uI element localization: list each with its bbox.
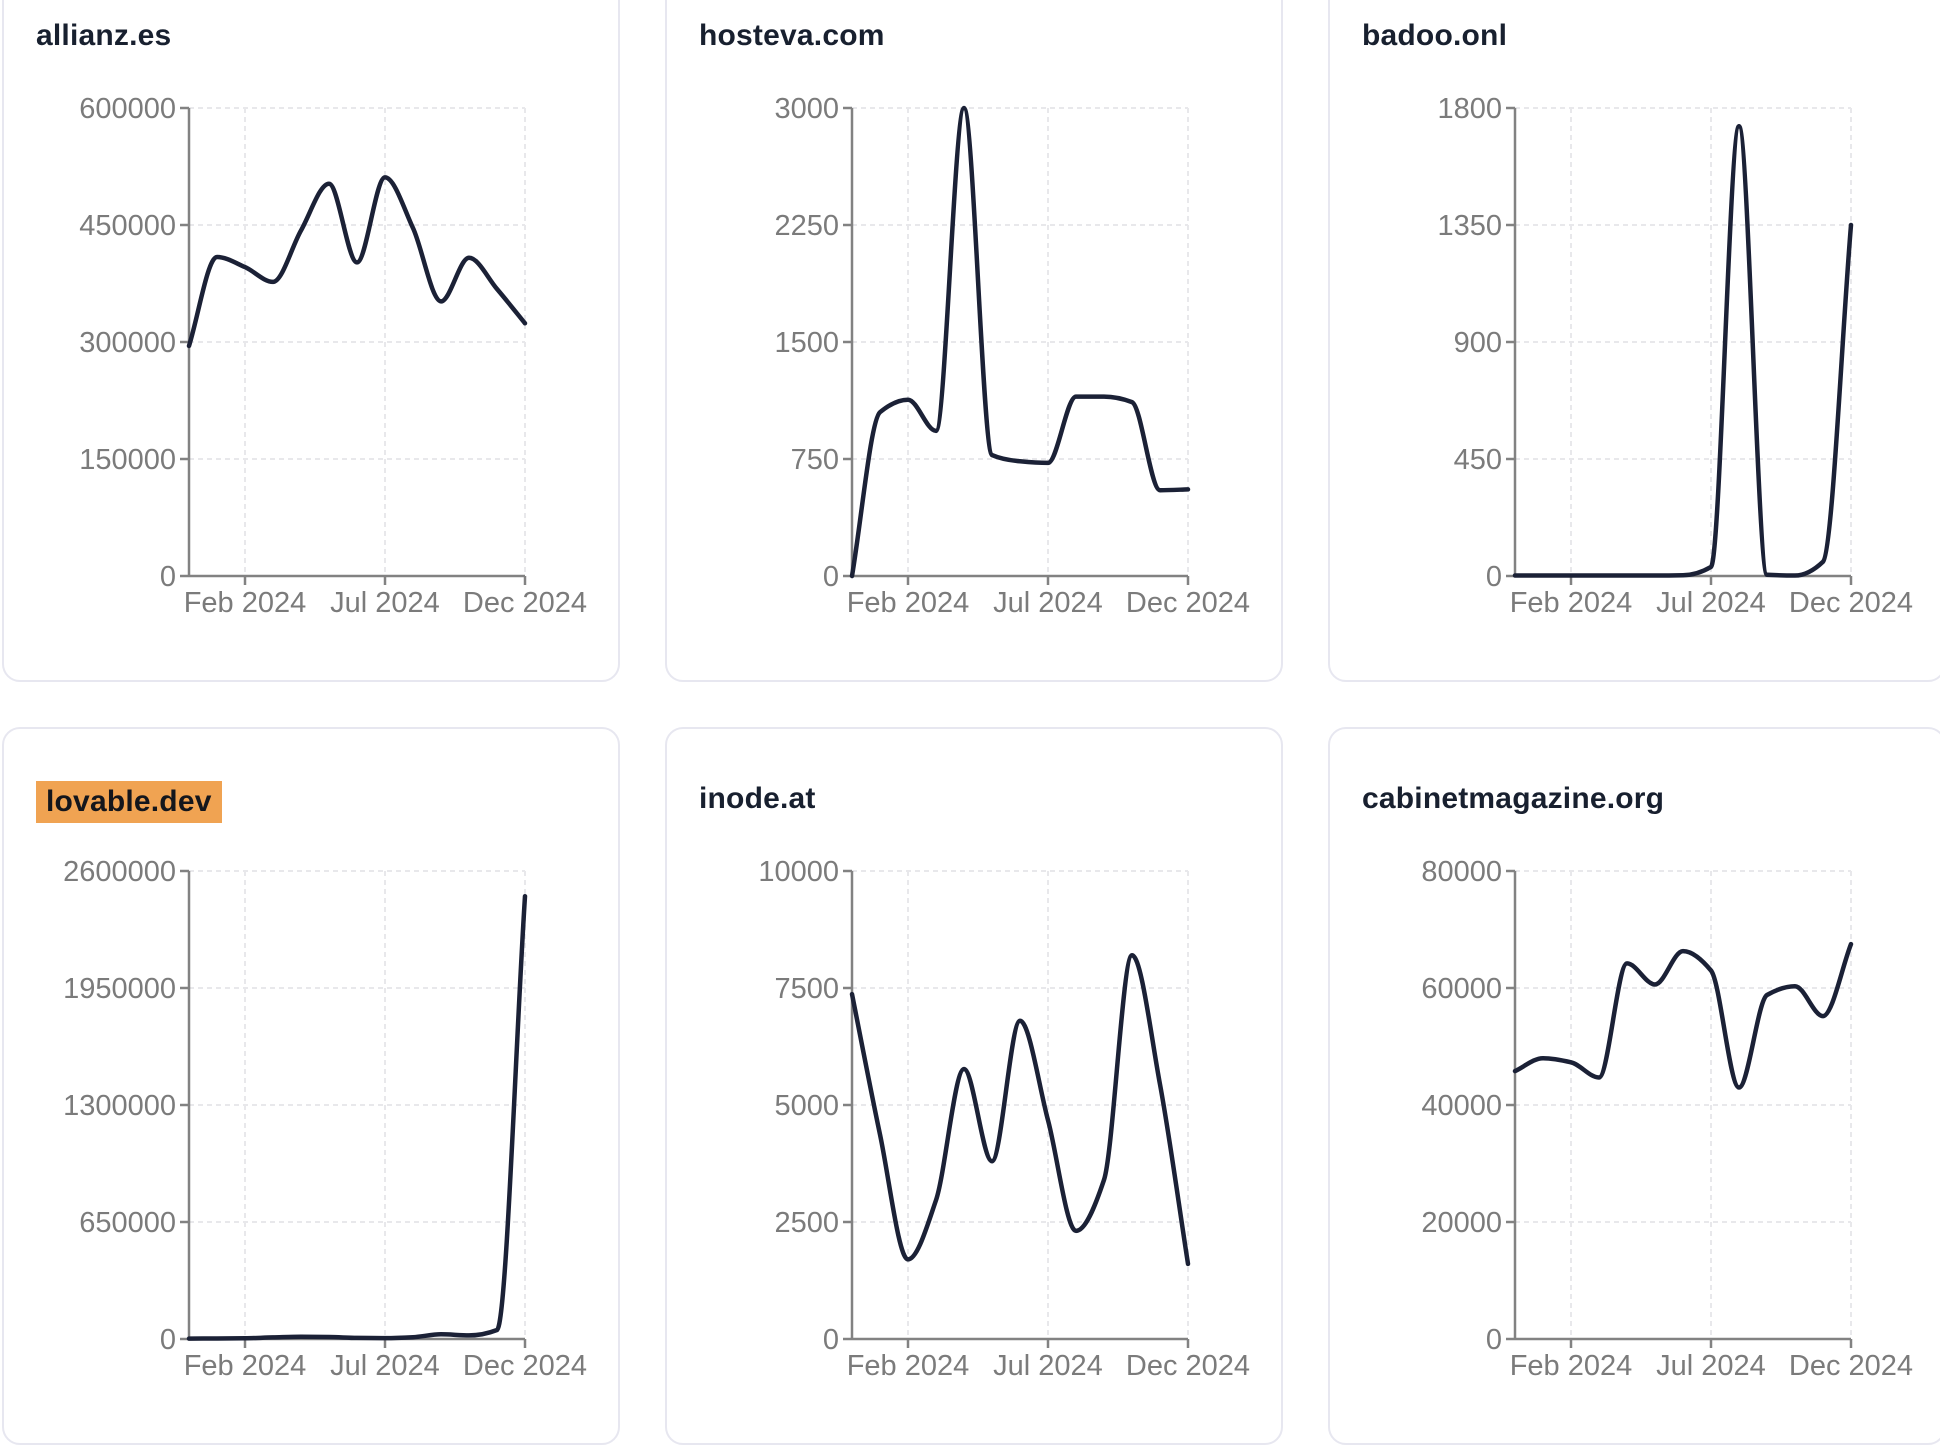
chart-title-text-highlighted: lovable.dev — [36, 781, 222, 823]
svg-text:Dec 2024: Dec 2024 — [1789, 1350, 1913, 1382]
svg-text:Jul 2024: Jul 2024 — [330, 1350, 440, 1382]
svg-text:40000: 40000 — [1421, 1090, 1502, 1122]
svg-text:Feb 2024: Feb 2024 — [184, 1350, 307, 1382]
domain-card-badoo-onl[interactable]: badoo.onl 0 450 900 1350 1800 Feb 2024 Jul 202… — [1328, 0, 1940, 682]
traffic-line-chart[interactable]: 0 750 1500 2250 3000 Feb 2024 Jul 2024 Dec 2024 — [667, 0, 1283, 682]
svg-text:450000: 450000 — [79, 210, 176, 242]
svg-text:0: 0 — [160, 1324, 176, 1356]
svg-text:60000: 60000 — [1421, 973, 1502, 1005]
svg-text:Dec 2024: Dec 2024 — [463, 1350, 587, 1382]
svg-text:Dec 2024: Dec 2024 — [1126, 1350, 1250, 1382]
svg-text:10000: 10000 — [758, 856, 839, 888]
svg-text:150000: 150000 — [79, 444, 176, 476]
svg-text:0: 0 — [160, 561, 176, 593]
chart-title: allianz.es — [36, 18, 171, 54]
traffic-line-chart[interactable]: 0 650000 1300000 1950000 2600000 Feb 2024 Jul … — [4, 729, 620, 1445]
svg-text:0: 0 — [823, 1324, 839, 1356]
domain-card-cabinetmagazine-org[interactable]: cabinetmagazine.org 0 20000 40000 60000 8000… — [1328, 727, 1940, 1445]
svg-text:0: 0 — [823, 561, 839, 593]
chart-title: cabinetmagazine.org — [1362, 781, 1664, 817]
svg-text:Jul 2024: Jul 2024 — [1656, 1350, 1766, 1382]
chart-title-text: cabinetmagazine.org — [1362, 782, 1665, 815]
svg-text:1500: 1500 — [774, 327, 839, 359]
domain-card-hosteva-com[interactable]: hosteva.com 0 750 1500 2250 3000 Feb 2024 Jul … — [665, 0, 1283, 682]
chart-title: hosteva.com — [699, 18, 885, 54]
svg-text:2500: 2500 — [774, 1207, 839, 1239]
chart-title: lovable.dev — [36, 781, 222, 823]
svg-text:5000: 5000 — [774, 1090, 839, 1122]
svg-text:650000: 650000 — [79, 1207, 176, 1239]
svg-text:900: 900 — [1454, 327, 1502, 359]
svg-text:Jul 2024: Jul 2024 — [330, 587, 440, 619]
svg-text:600000: 600000 — [79, 93, 176, 125]
chart-title-text: hosteva.com — [699, 19, 885, 52]
svg-text:0: 0 — [1486, 561, 1502, 593]
chart-title-text: allianz.es — [36, 19, 172, 52]
svg-text:Dec 2024: Dec 2024 — [1126, 587, 1250, 619]
svg-text:Feb 2024: Feb 2024 — [184, 587, 307, 619]
svg-text:750: 750 — [791, 444, 839, 476]
chart-title-text: badoo.onl — [1362, 19, 1508, 52]
svg-text:20000: 20000 — [1421, 1207, 1502, 1239]
svg-text:1350: 1350 — [1437, 210, 1502, 242]
svg-text:300000: 300000 — [79, 327, 176, 359]
svg-text:Feb 2024: Feb 2024 — [847, 1350, 970, 1382]
svg-text:2250: 2250 — [774, 210, 839, 242]
traffic-line-chart[interactable]: 0 150000 300000 450000 600000 Feb 2024 Jul 202… — [4, 0, 620, 682]
domain-card-inode-at[interactable]: inode.at 0 2500 5000 7500 10000 Feb 2024 Jul 2… — [665, 727, 1283, 1445]
svg-text:Feb 2024: Feb 2024 — [847, 587, 970, 619]
svg-text:450: 450 — [1454, 444, 1502, 476]
chart-title-text: inode.at — [699, 782, 816, 815]
svg-text:1800: 1800 — [1437, 93, 1502, 125]
svg-text:Feb 2024: Feb 2024 — [1510, 1350, 1633, 1382]
svg-text:Dec 2024: Dec 2024 — [463, 587, 587, 619]
svg-text:1950000: 1950000 — [63, 973, 176, 1005]
svg-text:3000: 3000 — [774, 93, 839, 125]
svg-text:Feb 2024: Feb 2024 — [1510, 587, 1633, 619]
svg-text:Jul 2024: Jul 2024 — [1656, 587, 1766, 619]
chart-title: badoo.onl — [1362, 18, 1507, 54]
chart-title: inode.at — [699, 781, 816, 817]
svg-text:1300000: 1300000 — [63, 1090, 176, 1122]
svg-text:Jul 2024: Jul 2024 — [993, 1350, 1103, 1382]
traffic-line-chart[interactable]: 0 20000 40000 60000 80000 Feb 2024 Jul 2024 Dec… — [1330, 729, 1940, 1445]
domain-card-lovable-dev[interactable]: lovable.dev 0 650000 1300000 1950000 2600000… — [2, 727, 620, 1445]
svg-text:0: 0 — [1486, 1324, 1502, 1356]
domain-card-allianz-es[interactable]: allianz.es 0 150000 300000 450000 600000 Feb … — [2, 0, 620, 682]
svg-text:Dec 2024: Dec 2024 — [1789, 587, 1913, 619]
traffic-line-chart[interactable]: 0 450 900 1350 1800 Feb 2024 Jul 2024 Dec 2024 — [1330, 0, 1940, 682]
svg-text:2600000: 2600000 — [63, 856, 176, 888]
traffic-line-chart[interactable]: 0 2500 5000 7500 10000 Feb 2024 Jul 2024 Dec 20… — [667, 729, 1283, 1445]
svg-text:80000: 80000 — [1421, 856, 1502, 888]
svg-text:Jul 2024: Jul 2024 — [993, 587, 1103, 619]
svg-text:7500: 7500 — [774, 973, 839, 1005]
